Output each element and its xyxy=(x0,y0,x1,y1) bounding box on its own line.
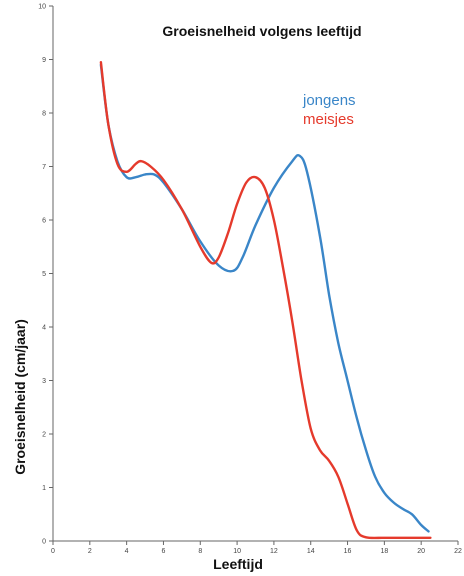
series-line-meisjes xyxy=(99,61,432,540)
legend-jongens: jongens xyxy=(302,92,356,109)
legend: jongens meisjes xyxy=(302,92,356,128)
y-tick-label: 4 xyxy=(42,325,46,332)
legend-meisjes: meisjes xyxy=(303,111,354,128)
x-axis-label: Leeftijd xyxy=(213,556,263,572)
x-tick-label: 4 xyxy=(125,548,129,555)
x-ticks: 0 2 4 6 8 10 12 14 16 18 20 22 xyxy=(51,541,462,555)
y-tick-label: 9 xyxy=(42,57,46,64)
x-tick-label: 2 xyxy=(88,548,92,555)
y-tick-label: 1 xyxy=(42,485,46,492)
x-tick-label: 6 xyxy=(162,548,166,555)
y-tick-label: 6 xyxy=(42,218,46,225)
x-tick-label: 20 xyxy=(417,548,425,555)
y-tick-label: 10 xyxy=(38,4,46,11)
series-group xyxy=(99,61,432,540)
y-tick-label: 2 xyxy=(42,432,46,439)
y-tick-label: 0 xyxy=(42,539,46,546)
y-tick-label: 5 xyxy=(42,271,46,278)
x-tick-label: 0 xyxy=(51,548,55,555)
y-tick-label: 3 xyxy=(42,378,46,385)
x-tick-label: 10 xyxy=(233,548,241,555)
series-line-jongens xyxy=(99,63,430,533)
x-tick-label: 14 xyxy=(307,548,315,555)
y-tick-label: 8 xyxy=(42,111,46,118)
x-tick-label: 8 xyxy=(198,548,202,555)
x-tick-label: 12 xyxy=(270,548,278,555)
x-tick-label: 22 xyxy=(454,548,462,555)
y-axis-label: Groeisnelheid (cm/jaar) xyxy=(12,319,28,475)
y-ticks: 0 1 2 3 4 5 6 7 8 9 10 xyxy=(38,4,53,546)
axes xyxy=(52,6,458,542)
chart-title: Groeisnelheid volgens leeftijd xyxy=(162,23,361,39)
x-tick-label: 16 xyxy=(344,548,352,555)
x-tick-label: 18 xyxy=(380,548,388,555)
y-tick-label: 7 xyxy=(42,164,46,171)
